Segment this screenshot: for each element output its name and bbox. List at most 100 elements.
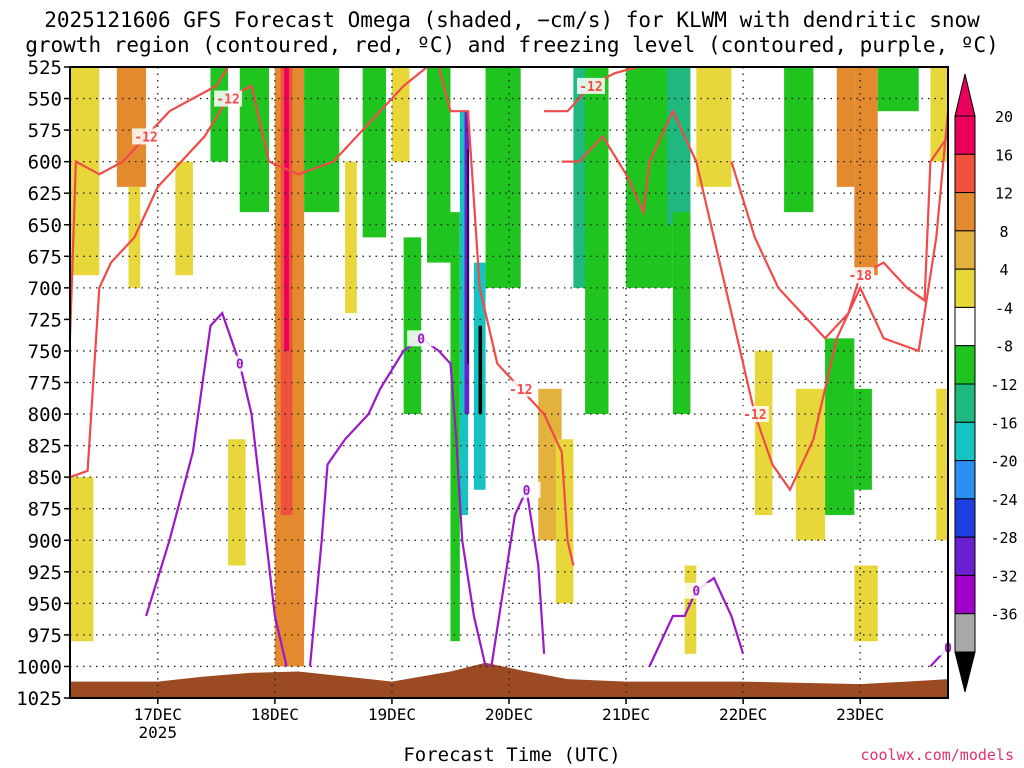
omega-shading bbox=[70, 67, 948, 667]
omega-cell bbox=[478, 325, 483, 415]
snow-contour-line bbox=[561, 108, 950, 493]
omega-cell bbox=[672, 212, 691, 415]
terrain-surface bbox=[70, 662, 948, 698]
freezing-contour-label-bg bbox=[407, 330, 436, 347]
colorbar-swatch bbox=[954, 383, 976, 423]
y-tick-label: 525 bbox=[28, 57, 62, 79]
snow-contour-label-bg bbox=[506, 380, 535, 397]
x-tick-label: 18DEC bbox=[251, 705, 299, 724]
colorbar-label: 16 bbox=[995, 146, 1013, 164]
colorbar-swatch bbox=[954, 498, 976, 538]
omega-cell bbox=[854, 388, 872, 490]
colorbar-swatch bbox=[954, 192, 976, 232]
colorbar-swatch bbox=[954, 153, 976, 194]
omega-cell bbox=[784, 67, 814, 213]
freezing-contour-line bbox=[490, 486, 546, 667]
colorbar-swatch bbox=[954, 306, 976, 347]
x-axis: 17DEC 18DEC 19DEC 20DEC 21DEC 22DEC 23DEC 2025 bbox=[134, 698, 884, 742]
x-tick-year-label: 2025 bbox=[139, 723, 178, 742]
y-tick-label: 925 bbox=[28, 562, 62, 584]
omega-cell bbox=[427, 67, 451, 263]
snow-contour-line bbox=[730, 135, 949, 340]
colorbar-label: -36 bbox=[990, 606, 1017, 624]
omega-cell bbox=[930, 67, 948, 162]
omega-cell bbox=[626, 67, 673, 288]
colorbar-label: 20 bbox=[995, 108, 1013, 126]
omega-cell bbox=[936, 388, 948, 541]
y-tick-label: 575 bbox=[28, 120, 62, 142]
omega-cell bbox=[403, 237, 422, 415]
snow-contour-label: -18 bbox=[848, 269, 872, 284]
snow-growth-contours: -12 -12 -12 -12 -12 -18 bbox=[68, 65, 950, 566]
omega-cell bbox=[175, 161, 193, 276]
snow-contour-label-bg bbox=[214, 90, 243, 107]
y-tick-label: 550 bbox=[28, 89, 62, 111]
omega-cell bbox=[70, 477, 94, 642]
snow-contour-label: -12 bbox=[134, 130, 157, 145]
freezing-contour-label-bg bbox=[682, 582, 711, 599]
freezing-contour-label-bg bbox=[225, 355, 254, 372]
colorbar-label: -16 bbox=[990, 414, 1017, 432]
y-tick-label: 975 bbox=[28, 625, 62, 647]
colorbar-swatch bbox=[954, 230, 976, 270]
y-tick-label: 900 bbox=[28, 530, 62, 552]
colorbar-swatch bbox=[954, 421, 976, 462]
omega-cell bbox=[667, 67, 691, 225]
freezing-contour-line bbox=[145, 311, 288, 667]
omega-cell bbox=[362, 67, 387, 238]
omega-cell bbox=[684, 565, 697, 654]
chart-title-line-2: growth region (contoured, red, ºC) and f… bbox=[25, 33, 999, 57]
omega-cell bbox=[836, 67, 855, 187]
y-tick-label: 675 bbox=[28, 246, 62, 268]
y-tick-label: 1000 bbox=[16, 656, 62, 678]
freezing-contour-label-bg bbox=[512, 481, 541, 498]
x-tick-label: 23DEC bbox=[836, 705, 884, 724]
colorbar-swatch bbox=[954, 460, 976, 500]
credit-link[interactable]: coolwx.com/models bbox=[860, 746, 1014, 764]
omega-cell bbox=[459, 111, 469, 516]
colorbar: 20 16 12 8 4 -4 -8 -12 -16 -20 -24 -28 -32 -36 bbox=[954, 73, 1018, 693]
freezing-contour-label: 0 bbox=[236, 358, 244, 373]
x-axis-title: Forecast Time (UTC) bbox=[403, 744, 621, 766]
colorbar-swatch bbox=[954, 115, 976, 155]
omega-cell bbox=[485, 67, 521, 288]
colorbar-label: -20 bbox=[990, 453, 1017, 471]
snow-contour-label-bg bbox=[576, 77, 605, 94]
omega-cell bbox=[854, 565, 878, 642]
colorbar-label: 4 bbox=[999, 261, 1008, 279]
colorbar-label: -4 bbox=[995, 299, 1013, 317]
omega-cell bbox=[284, 67, 289, 351]
colorbar-swatch bbox=[954, 613, 976, 653]
y-tick-label: 875 bbox=[28, 499, 62, 521]
colorbar-label: -24 bbox=[990, 491, 1017, 509]
y-tick-label: 700 bbox=[28, 278, 62, 300]
x-tick-label: 22DEC bbox=[719, 705, 767, 724]
colorbar-label: 12 bbox=[995, 185, 1013, 203]
colorbar-swatch bbox=[954, 536, 976, 576]
colorbar-label: 8 bbox=[999, 223, 1008, 241]
freezing-contour-label: 0 bbox=[692, 585, 700, 600]
snow-contour-label: -12 bbox=[216, 93, 239, 108]
x-tick-label: 17DEC bbox=[134, 705, 182, 724]
snow-contour-label: -12 bbox=[509, 383, 532, 398]
colorbar-max-arrow bbox=[954, 73, 976, 117]
colorbar-swatch bbox=[954, 268, 976, 308]
omega-cell bbox=[391, 67, 410, 162]
omega-cell bbox=[877, 67, 919, 112]
y-tick-label: 650 bbox=[28, 215, 62, 237]
y-tick-label: 825 bbox=[28, 436, 62, 458]
y-tick-label: 600 bbox=[28, 152, 62, 174]
colorbar-swatch bbox=[954, 345, 976, 385]
snow-contour-label: -12 bbox=[743, 408, 766, 423]
colorbar-label: -8 bbox=[995, 338, 1013, 356]
snow-contour-label: -12 bbox=[579, 80, 602, 95]
colorbar-min-arrow bbox=[954, 651, 976, 693]
x-tick-label: 21DEC bbox=[602, 705, 650, 724]
chart-title-line-1: 2025121606 GFS Forecast Omega (shaded, −… bbox=[44, 8, 980, 32]
x-tick-label: 20DEC bbox=[485, 705, 533, 724]
snow-contour-line bbox=[437, 66, 575, 566]
y-tick-label: 725 bbox=[28, 309, 62, 331]
freezing-contour-label: 0 bbox=[417, 332, 425, 347]
y-tick-label: 750 bbox=[28, 341, 62, 363]
